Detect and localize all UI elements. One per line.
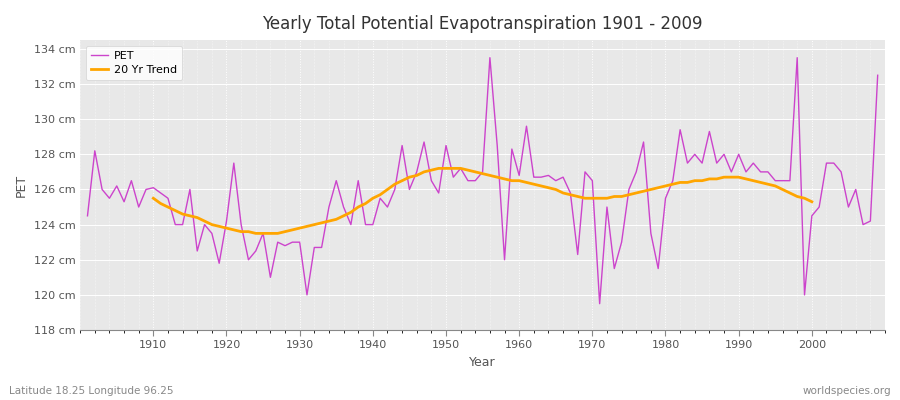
20 Yr Trend <box>309 222 320 227</box>
X-axis label: Year: Year <box>469 356 496 369</box>
Line: 20 Yr Trend: 20 Yr Trend <box>153 168 812 233</box>
20 Yr Trend <box>323 219 334 224</box>
PET <box>346 222 356 227</box>
PET <box>514 173 525 178</box>
20 Yr Trend <box>148 196 158 201</box>
20 Yr Trend <box>718 175 729 180</box>
PET <box>616 240 627 244</box>
20 Yr Trend <box>433 166 444 171</box>
Title: Yearly Total Potential Evapotranspiration 1901 - 2009: Yearly Total Potential Evapotranspiratio… <box>262 15 703 33</box>
PET <box>140 187 151 192</box>
20 Yr Trend <box>806 199 817 204</box>
PET <box>594 301 605 306</box>
20 Yr Trend <box>250 231 261 236</box>
PET <box>521 124 532 129</box>
Line: PET: PET <box>87 58 878 304</box>
PET <box>872 73 883 78</box>
PET <box>484 55 495 60</box>
20 Yr Trend <box>799 196 810 201</box>
Y-axis label: PET: PET <box>15 174 28 197</box>
Text: worldspecies.org: worldspecies.org <box>803 386 891 396</box>
Legend: PET, 20 Yr Trend: PET, 20 Yr Trend <box>86 46 182 80</box>
PET <box>82 214 93 218</box>
Text: Latitude 18.25 Longitude 96.25: Latitude 18.25 Longitude 96.25 <box>9 386 174 396</box>
20 Yr Trend <box>543 185 553 190</box>
PET <box>302 292 312 297</box>
20 Yr Trend <box>229 228 239 232</box>
